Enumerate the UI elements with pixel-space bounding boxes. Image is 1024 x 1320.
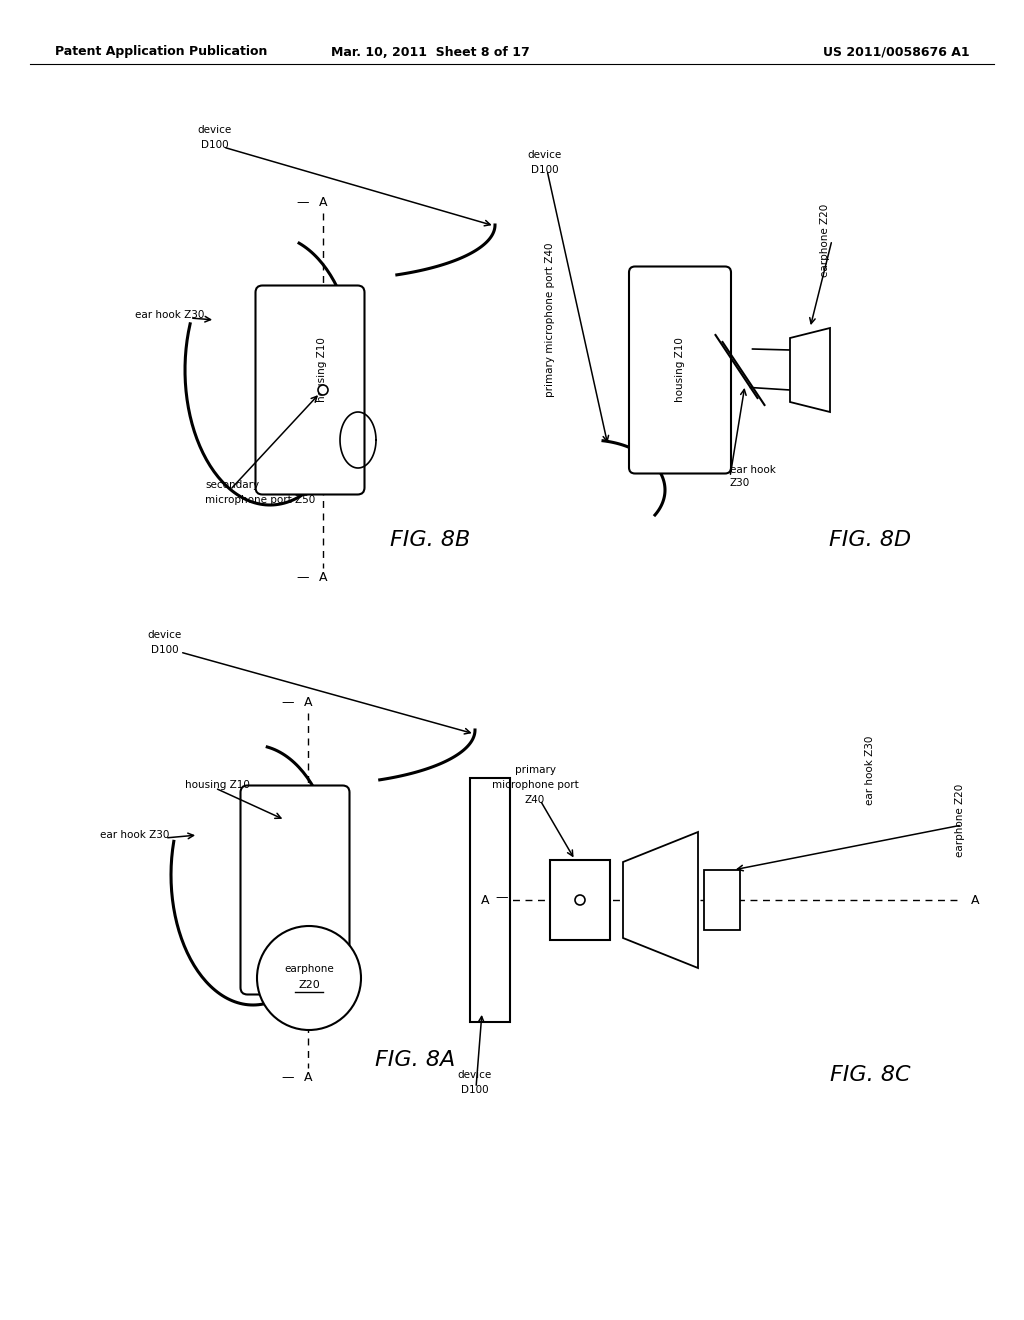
Text: ear hook Z30: ear hook Z30 — [100, 830, 169, 840]
Text: A: A — [318, 195, 328, 209]
Text: primary: primary — [514, 766, 555, 775]
Text: primary microphone port Z40: primary microphone port Z40 — [545, 243, 555, 397]
Text: —: — — [297, 195, 309, 209]
Text: Patent Application Publication: Patent Application Publication — [55, 45, 267, 58]
Text: Z20: Z20 — [298, 979, 319, 990]
Text: D100: D100 — [201, 140, 228, 150]
Circle shape — [575, 895, 585, 906]
FancyBboxPatch shape — [241, 785, 349, 994]
FancyBboxPatch shape — [629, 267, 731, 474]
Text: A: A — [318, 572, 328, 583]
FancyBboxPatch shape — [256, 285, 365, 495]
Text: ear hook: ear hook — [730, 465, 776, 475]
Text: housing Z10: housing Z10 — [675, 338, 685, 403]
Text: ear hook Z30: ear hook Z30 — [865, 735, 874, 805]
Text: Z30: Z30 — [730, 478, 751, 488]
Text: A: A — [304, 1071, 312, 1084]
Text: housing Z10: housing Z10 — [317, 338, 327, 403]
Text: secondary: secondary — [205, 480, 259, 490]
Text: A: A — [971, 894, 979, 907]
Text: —: — — [282, 1071, 294, 1084]
Polygon shape — [790, 327, 830, 412]
Text: Mar. 10, 2011  Sheet 8 of 17: Mar. 10, 2011 Sheet 8 of 17 — [331, 45, 529, 58]
Circle shape — [257, 927, 361, 1030]
Text: US 2011/0058676 A1: US 2011/0058676 A1 — [823, 45, 970, 58]
Text: FIG. 8D: FIG. 8D — [829, 531, 911, 550]
Text: FIG. 8B: FIG. 8B — [390, 531, 470, 550]
Text: ear hook Z30: ear hook Z30 — [135, 310, 205, 319]
Text: —: — — [297, 572, 309, 583]
Text: D100: D100 — [152, 645, 179, 655]
Text: D100: D100 — [461, 1085, 488, 1096]
Text: microphone port: microphone port — [492, 780, 579, 789]
Text: FIG. 8A: FIG. 8A — [375, 1049, 455, 1071]
Text: earphone Z20: earphone Z20 — [955, 783, 965, 857]
Text: earphone: earphone — [284, 964, 334, 974]
Circle shape — [318, 385, 328, 395]
Text: device: device — [528, 150, 562, 160]
Text: —: — — [496, 891, 508, 904]
Text: earphone Z20: earphone Z20 — [820, 203, 830, 277]
FancyBboxPatch shape — [705, 870, 740, 931]
Text: Z40: Z40 — [525, 795, 545, 805]
Text: device: device — [198, 125, 232, 135]
Text: D100: D100 — [531, 165, 559, 176]
Text: A: A — [304, 696, 312, 709]
Polygon shape — [623, 832, 698, 968]
Text: —: — — [282, 696, 294, 709]
Text: A: A — [480, 894, 489, 907]
Text: device: device — [147, 630, 182, 640]
FancyBboxPatch shape — [470, 777, 510, 1022]
Text: microphone port Z50: microphone port Z50 — [205, 495, 315, 506]
FancyBboxPatch shape — [550, 861, 610, 940]
Text: housing Z10: housing Z10 — [185, 780, 250, 789]
Text: device: device — [458, 1071, 493, 1080]
Text: FIG. 8C: FIG. 8C — [829, 1065, 910, 1085]
